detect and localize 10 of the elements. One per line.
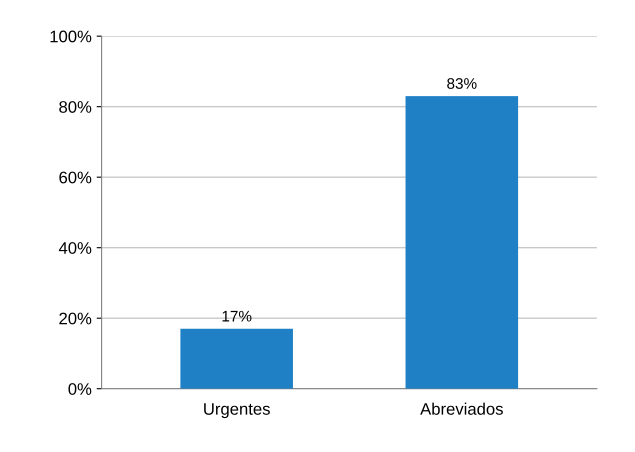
data-label: 83% [447,78,477,89]
y-tick-label: 60% [59,172,92,184]
x-tick-label: Abreviados [420,402,503,415]
y-tick-label: 0% [68,383,92,395]
y-tick-label: 80% [59,101,92,113]
y-tick-label: 100% [50,30,92,42]
x-tick-label: Urgentes [204,403,270,418]
data-label: 17% [222,310,252,322]
y-tick-label: 40% [58,242,92,254]
y-tick-label: 20% [59,312,92,324]
